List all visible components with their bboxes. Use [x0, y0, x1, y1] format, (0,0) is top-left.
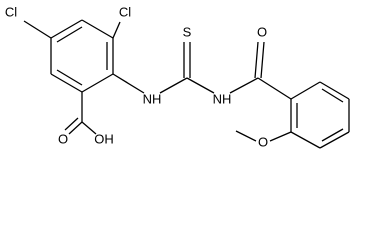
atom-label: O — [58, 131, 68, 146]
bonds — [23, 19, 350, 149]
atom-label: OH — [94, 131, 114, 146]
atom-label: O — [257, 24, 267, 39]
atom-label: O — [258, 134, 268, 149]
atom-label: S — [183, 24, 192, 39]
atom-label: Cl — [119, 4, 131, 19]
atom-label: Cl — [5, 4, 17, 19]
atom-label: NH — [143, 91, 162, 106]
atom-label: NH — [213, 91, 232, 106]
structure-diagram: Cl Cl NH S NH O O OH O — [5, 4, 350, 149]
